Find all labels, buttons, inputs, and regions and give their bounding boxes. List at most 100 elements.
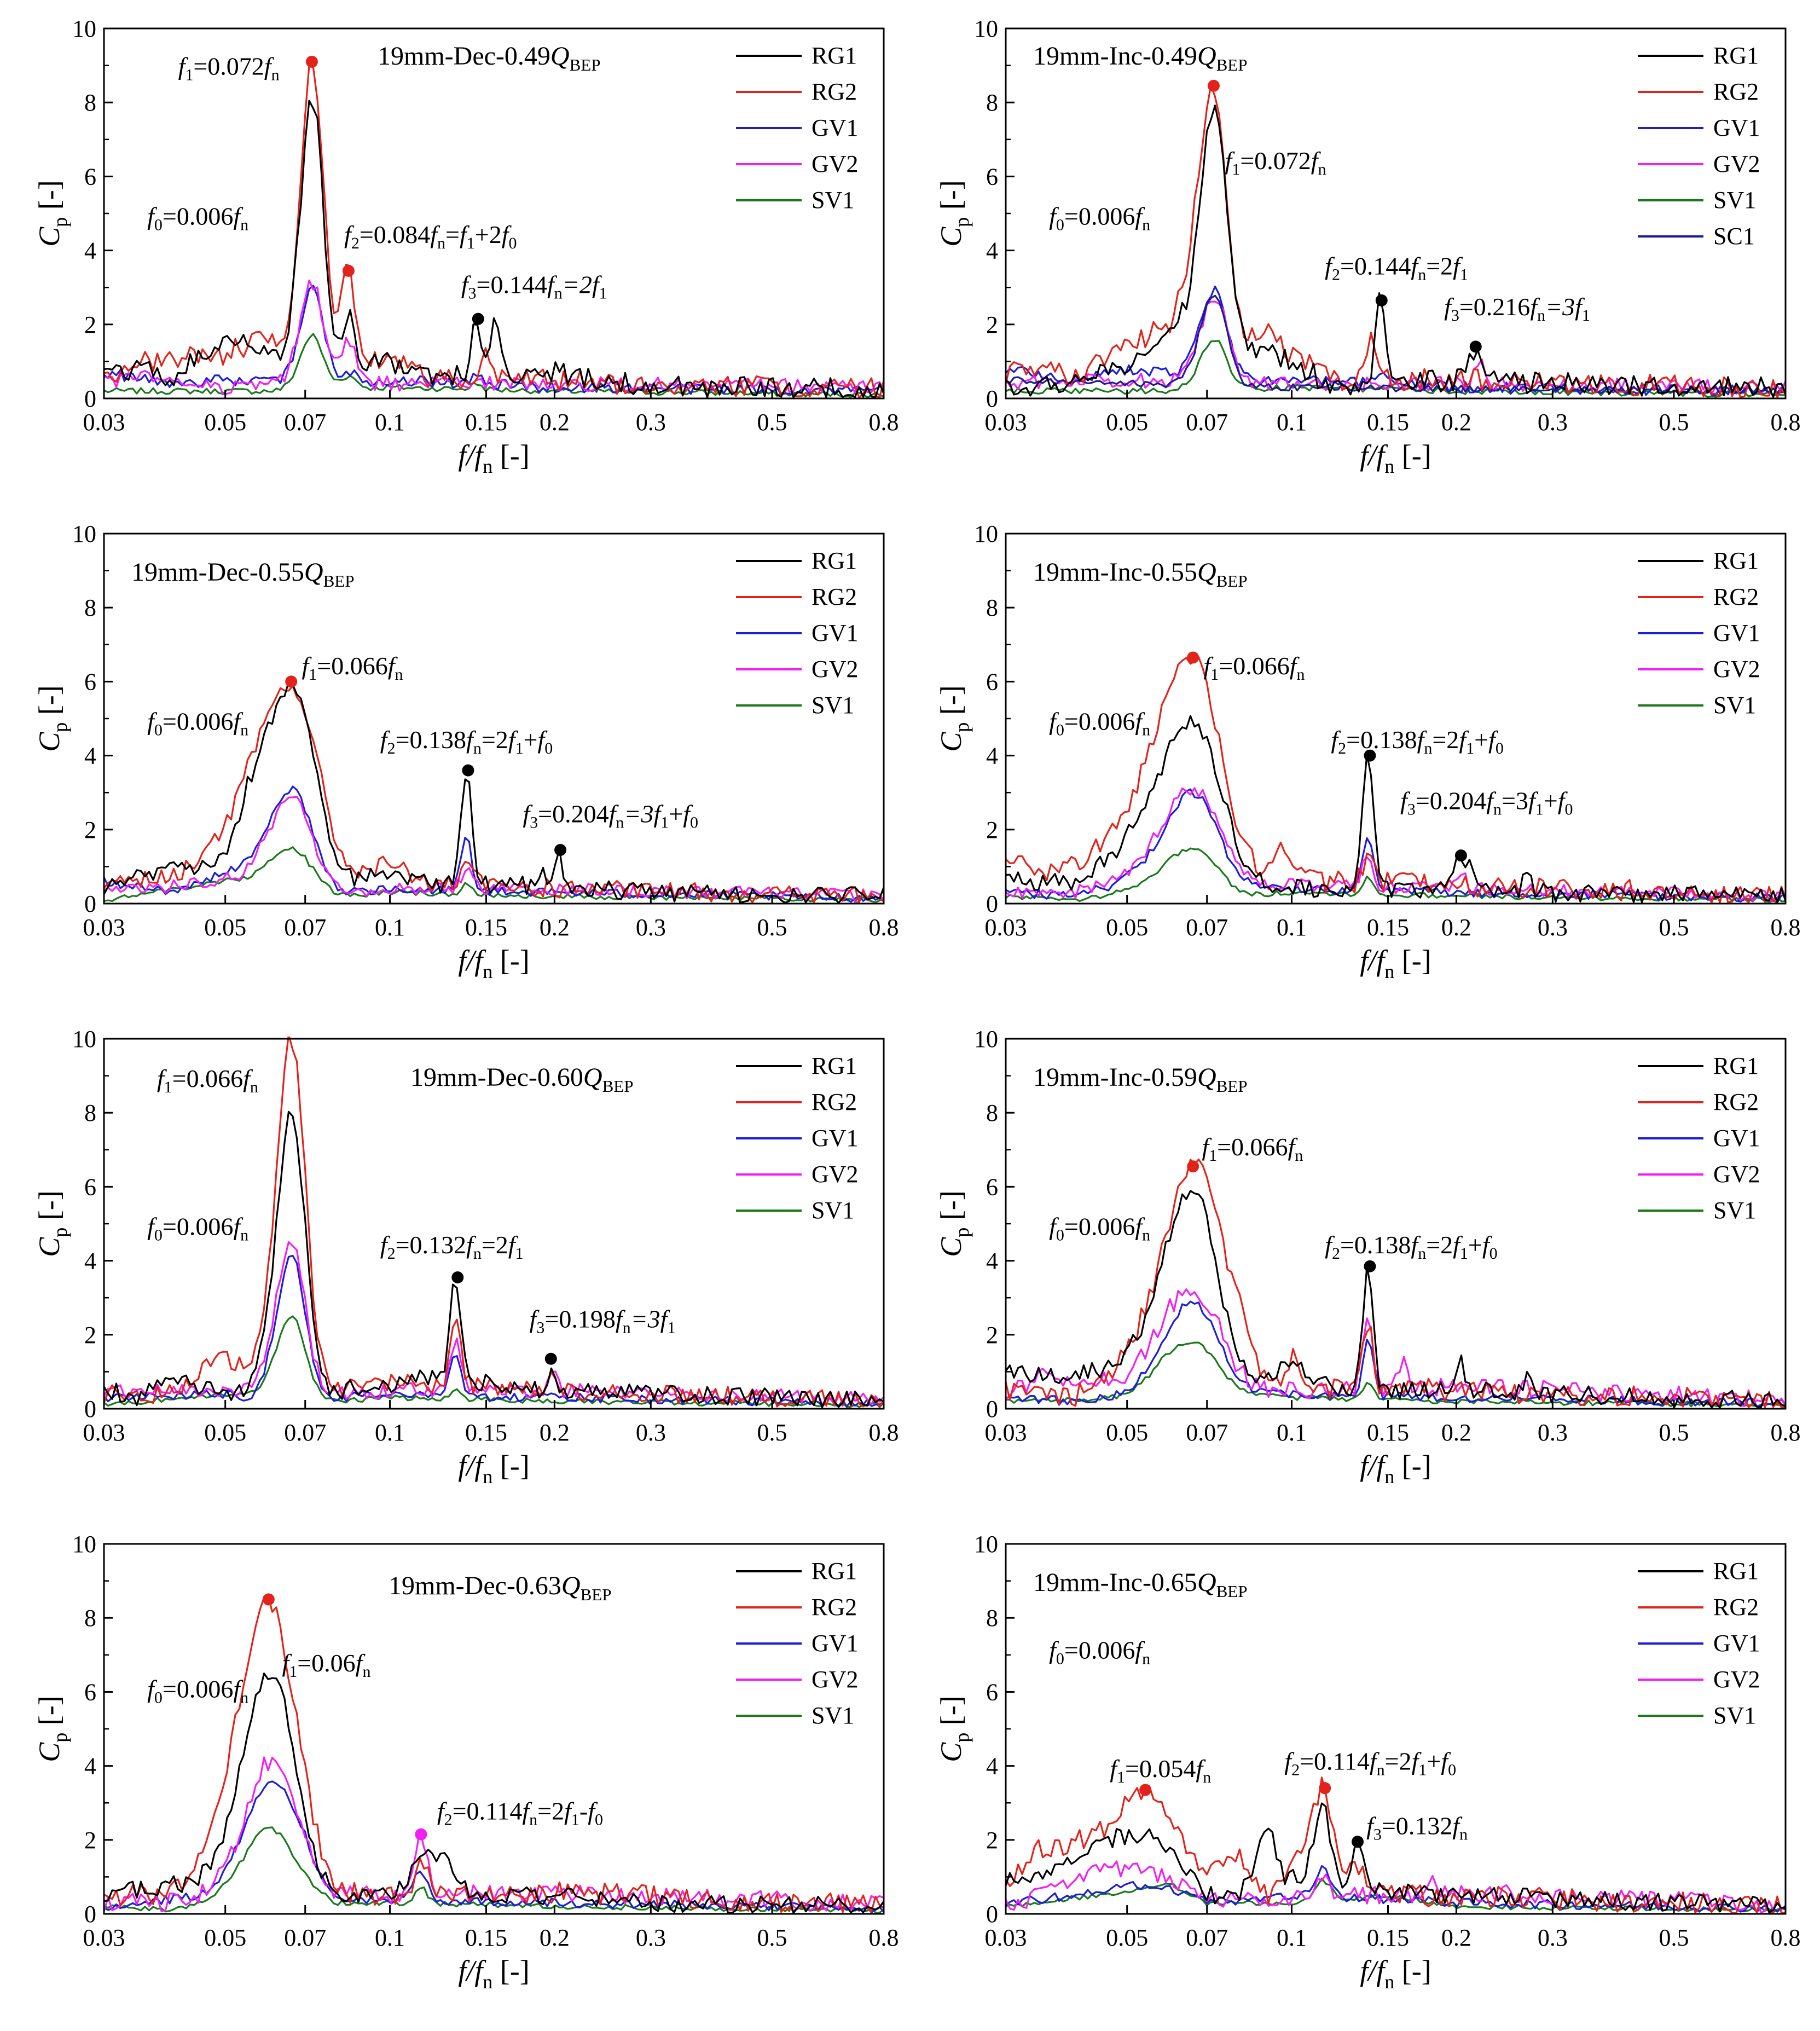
legend-label-gv2: GV2 — [1713, 656, 1760, 682]
x-tick-label: 0.3 — [1538, 1419, 1568, 1446]
x-tick-label: 0.8 — [869, 409, 899, 436]
x-tick-label: 0.2 — [1441, 1924, 1471, 1951]
series-line-rg1 — [104, 100, 884, 398]
annotation-run: Q — [1197, 1063, 1216, 1092]
x-tick-label: 0.1 — [1277, 409, 1307, 436]
annotation-run: =0.198 — [544, 1305, 615, 1333]
x-tick-label: 0.07 — [1186, 409, 1228, 436]
y-axis-label: Cp [-] — [935, 180, 973, 246]
peak-annotation: f1=0.06fn — [282, 1649, 370, 1681]
y-tick-label: 10 — [72, 1026, 96, 1052]
annotation-run: n — [240, 721, 248, 739]
y-tick-label: 8 — [84, 1605, 96, 1631]
series-line-rg2 — [104, 685, 884, 904]
peak-annotation: f2=0.144fn=2f1 — [1325, 252, 1468, 284]
annotation-run: 1 — [467, 234, 475, 252]
peak-marker — [1319, 1782, 1331, 1795]
legend-label-gv2: GV2 — [1713, 1666, 1760, 1693]
x-tick-label: 0.07 — [1186, 914, 1228, 941]
x-tick-label: 0.8 — [1771, 914, 1801, 941]
annotation-run: =2 — [537, 1797, 564, 1825]
x-tick-label: 0.03 — [83, 409, 125, 436]
y-tick-label: 2 — [84, 817, 96, 843]
annotation-run: BEP — [1216, 55, 1248, 74]
x-tick-label: 0.05 — [204, 409, 246, 436]
y-tick-label: 4 — [986, 1248, 998, 1275]
legend-label-rg2: RG2 — [812, 583, 857, 610]
x-tick-label: 0.5 — [1659, 914, 1689, 941]
x-tick-label: 0.3 — [636, 1419, 666, 1446]
peak-annotation: f1=0.066fn — [1203, 652, 1305, 684]
legend-label-gv2: GV2 — [812, 151, 859, 177]
series-line-rg2 — [1006, 84, 1786, 398]
annotation-run: n — [250, 1078, 258, 1096]
peak-annotation: f3=0.144fn=2f1 — [461, 270, 607, 302]
peak-marker — [451, 1271, 464, 1284]
annotation-run: 19mm-Dec-0.55 — [131, 558, 304, 587]
x-tick-label: 0.3 — [1538, 914, 1568, 941]
legend-label-rg1: RG1 — [1713, 547, 1759, 574]
annotation-run: 0 — [544, 739, 553, 757]
annotation-run: n — [1318, 160, 1326, 178]
annotation-run: =2 — [482, 1231, 508, 1259]
legend-label-rg2: RG2 — [812, 78, 857, 105]
peak-marker — [1469, 340, 1482, 353]
annotation-run: 19mm-Inc-0.65 — [1033, 1568, 1197, 1597]
series-line-rg1 — [104, 1673, 884, 1914]
annotation-run: 19mm-Dec-0.63 — [389, 1571, 561, 1600]
series-group — [1006, 1158, 1786, 1409]
annotation-run: n — [1296, 666, 1305, 684]
annotation-run: 1 — [667, 1318, 675, 1336]
x-tick-label: 0.15 — [465, 409, 507, 436]
y-tick-label: 6 — [84, 1679, 96, 1705]
peak-annotation: f3=0.204fn=3f1+f0 — [1400, 787, 1573, 819]
legend-label-sc1: SC1 — [1713, 223, 1755, 250]
peak-annotation: f0=0.006fn — [147, 1212, 248, 1244]
y-tick-label: 10 — [72, 520, 96, 547]
series-line-gv2 — [104, 1756, 884, 1912]
x-tick-label: 0.2 — [540, 409, 570, 436]
annotation-run: Q — [1197, 42, 1216, 71]
legend-label-rg1: RG1 — [1713, 1558, 1759, 1584]
peak-annotation: f2=0.138fn=2f1+f0 — [1331, 726, 1503, 757]
chart-panel-8: 0.03 0.05 0.07 0.1 0.15 0.2 0.3 0.5 0.80246810Cp… — [935, 1531, 1801, 1993]
annotation-run: 3 — [468, 284, 477, 302]
peak-annotation: f2=0.084fn=f1+2f0 — [344, 221, 517, 252]
x-tick-label: 0.03 — [83, 1924, 125, 1951]
peak-annotation: f2=0.132fn=2f1 — [380, 1231, 524, 1263]
annotation-run: 0 — [1489, 1245, 1498, 1263]
peak-marker — [544, 1352, 557, 1365]
annotation-run: 1 — [599, 284, 607, 302]
legend-label-gv1: GV1 — [812, 1125, 859, 1152]
x-tick-label: 0.1 — [375, 1419, 405, 1446]
chart-title: 19mm-Dec-0.60QBEP — [410, 1063, 633, 1096]
y-axis-label: Cp [-] — [935, 685, 973, 751]
legend-label-sv1: SV1 — [1713, 187, 1756, 213]
annotation-run: =0.006 — [163, 1212, 233, 1240]
annotation-run: =3 — [1545, 293, 1575, 321]
legend-label-rg2: RG2 — [812, 1089, 857, 1115]
y-tick-label: 6 — [986, 163, 998, 190]
annotation-run: n — [616, 813, 624, 831]
annotation-run: 1 — [289, 1663, 297, 1681]
annotation-run: n — [473, 1245, 482, 1263]
annotation-run: - — [579, 1797, 588, 1825]
y-tick-label: 2 — [84, 1322, 96, 1349]
annotation-run: =0.054 — [1125, 1755, 1196, 1783]
x-tick-label: 0.07 — [1186, 1924, 1228, 1951]
legend-label-sv1: SV1 — [1713, 692, 1756, 719]
y-tick-label: 8 — [986, 89, 998, 116]
annotation-run: 1 — [1460, 266, 1468, 284]
annotation-run: Q — [583, 1063, 602, 1092]
annotation-run: 0 — [1056, 1650, 1064, 1668]
x-axis-label: f/fn [-] — [458, 439, 529, 477]
x-tick-label: 0.03 — [83, 914, 125, 941]
peak-marker — [342, 264, 355, 277]
legend-label-rg1: RG1 — [1713, 42, 1759, 69]
x-tick-label: 0.15 — [1367, 914, 1409, 941]
annotation-run: 2 — [1332, 266, 1340, 284]
y-tick-label: 2 — [986, 1322, 998, 1349]
annotation-run: =0.216 — [1459, 293, 1530, 321]
x-tick-label: 0.3 — [1538, 409, 1568, 436]
y-tick-label: 6 — [986, 668, 998, 695]
